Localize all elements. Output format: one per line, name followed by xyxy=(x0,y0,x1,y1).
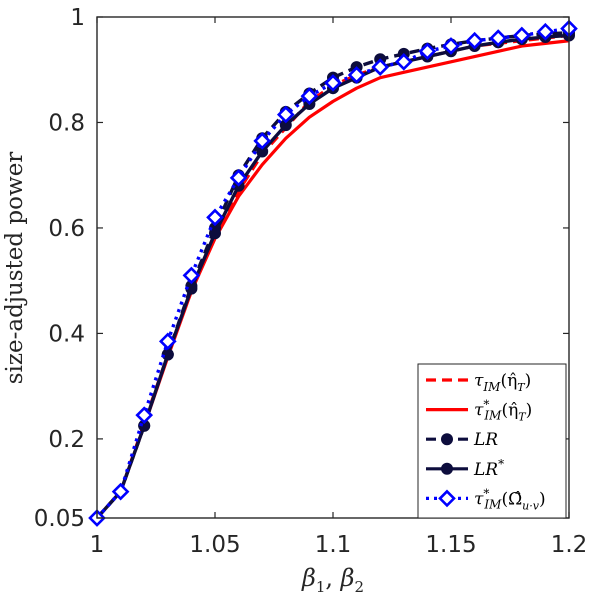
x-axis-label-comma: , xyxy=(325,564,340,592)
data-point xyxy=(182,266,201,285)
legend-legend_main: τ xyxy=(474,401,484,421)
x-tick-label: 1.15 xyxy=(425,532,476,558)
series-4 xyxy=(88,19,578,527)
legend-legend_sup: * xyxy=(483,398,489,412)
legend-entry-2: LR xyxy=(473,430,498,450)
legend-box xyxy=(417,363,567,519)
x-tick-label: 1 xyxy=(90,532,105,558)
legend-legend_sub: IM xyxy=(482,380,501,394)
y-tick-label: 0.2 xyxy=(48,427,85,453)
data-point xyxy=(489,29,508,47)
data-point xyxy=(209,227,221,240)
series-layer xyxy=(88,19,578,527)
x-tick-label: 1.2 xyxy=(551,532,588,558)
data-point xyxy=(206,208,224,227)
data-point xyxy=(536,22,555,41)
x-axis-label-sub-1: 1 xyxy=(316,578,326,596)
data-point xyxy=(229,169,248,187)
legend-arg: (η̂ xyxy=(501,401,518,421)
legend-legend_main: τ xyxy=(474,489,484,509)
data-point xyxy=(394,52,413,71)
legend-legend_main: τ xyxy=(474,371,484,391)
data-point xyxy=(253,132,272,150)
x-tick-label: 1.05 xyxy=(189,532,240,558)
legend-arg-sub: T xyxy=(518,411,527,424)
x-axis-label-base-1: β xyxy=(301,564,316,592)
legend-close: ) xyxy=(526,401,533,421)
x-tick-label: 1.1 xyxy=(315,532,352,558)
legend-entry-4: τ* IM(Ω̂u·v) xyxy=(474,486,546,512)
legend-marker xyxy=(438,489,456,508)
legend-close: ) xyxy=(525,371,532,391)
legend-marker xyxy=(441,462,453,475)
legend-entry-3: LR* xyxy=(473,457,504,480)
data-point xyxy=(442,37,460,55)
legend-entry-1: τ* IM(η̂T) xyxy=(474,398,532,424)
x-axis-label: β1, β2 xyxy=(301,564,364,596)
data-point xyxy=(418,42,437,61)
data-point xyxy=(371,58,390,76)
x-axis-ticks: 1 1.05 1.1 1.15 1.2 xyxy=(90,17,588,558)
y-axis-label: size-adjusted power xyxy=(2,152,28,385)
legend-legend_main: LR xyxy=(473,460,498,480)
x-axis-label-base-2: β xyxy=(340,564,355,592)
y-tick-label: 0.8 xyxy=(48,110,85,136)
legend-entry-0: τIM(η̂T) xyxy=(474,371,531,394)
data-point xyxy=(512,26,531,45)
legend-sub: IM xyxy=(483,409,502,423)
y-axis-ticks: 0.05 0.2 0.4 0.6 0.8 1 xyxy=(34,5,569,532)
x-axis-label-sub-2: 2 xyxy=(355,578,365,596)
data-point xyxy=(347,66,366,84)
legend-marker xyxy=(441,433,453,446)
legend-legend_sup: * xyxy=(483,486,489,500)
legend-arg-sub: T xyxy=(517,381,526,394)
data-point xyxy=(158,332,177,351)
data-point xyxy=(135,406,154,425)
data-point xyxy=(300,87,319,105)
legend-close: ) xyxy=(539,489,546,509)
data-point xyxy=(161,348,174,361)
legend-sub: IM xyxy=(483,497,502,511)
y-tick-label: 1 xyxy=(70,5,85,31)
legend-arg: (Ω̂ xyxy=(501,489,522,509)
y-tick-label: 0.6 xyxy=(48,216,85,242)
legend-legend_sup: * xyxy=(498,457,504,471)
data-point xyxy=(324,74,342,92)
y-tick-label: 0.4 xyxy=(48,321,85,347)
y-tick-label: 0.05 xyxy=(34,506,85,532)
data-point xyxy=(465,31,484,50)
series-line xyxy=(95,26,570,520)
data-point xyxy=(111,482,130,501)
data-point xyxy=(276,105,295,124)
legend-arg: (η̂ xyxy=(500,371,517,391)
legend-arg-sub: u·v xyxy=(522,499,540,512)
legend-legend_main: LR xyxy=(473,430,498,450)
